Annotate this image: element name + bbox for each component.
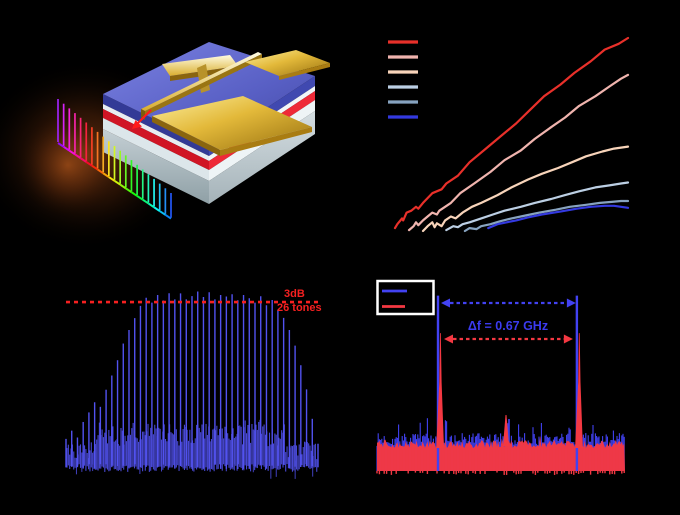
emission-arrow [132,109,152,129]
curve-blue [487,204,630,230]
layer-red-front [103,109,209,170]
gold-pad-front [152,96,312,150]
layer-blue-front [103,94,209,156]
comb-baseline-segment [68,149,76,156]
comb-baseline-segment [96,168,104,175]
comb-baseline-segment [147,202,155,209]
panel-b-li-chart [388,36,630,233]
panel-d-rf-spectrum: Δf = 0.67 GHz [376,279,625,475]
red-arrowhead-right-icon [563,334,573,344]
legend-box [376,279,435,316]
comb-baseline-segment [125,187,133,193]
rainbow-comb-lines [57,99,172,220]
gold-pad-front-edge-left [152,116,220,156]
red-peak [575,333,583,448]
annotation-delta-f: Δf = 0.67 GHz [468,319,548,333]
annotation-tone-count: 26 tones [277,302,322,314]
comb-baseline-segment [74,153,82,159]
comb-baseline-segment [85,161,93,167]
red-peak [436,333,444,448]
layer-white2-front [103,118,209,181]
comb-baseline-segment [136,195,144,201]
red-arrowhead-left-icon [444,334,453,344]
panel-d-red-trace [376,415,625,475]
comb-baseline-segment [159,210,166,216]
curve-steel-blue [463,199,630,233]
comb-baseline-segment [142,198,149,205]
panel-d-peaks [436,295,583,471]
blue-arrowhead-left-icon [441,298,450,308]
red-mid-peak [503,415,509,446]
gold-pad-back [245,50,330,76]
comb-baseline-segment [63,145,70,152]
gold-ridge-side [145,54,262,116]
gold-pad-front-edge-right [220,127,312,156]
comb-baseline-segment [102,172,110,178]
panel-a-device-illustration [0,42,330,250]
emission-arrowhead-icon [132,120,142,129]
panel-b-curves [393,36,630,233]
panel-c-comb-teeth [65,291,319,469]
chip-front-face-layers [103,94,209,204]
comb-baseline-segment [113,179,121,186]
curve-red [393,36,630,230]
layer-white1-front [103,104,209,161]
comb-baseline-segment [80,157,87,163]
comb-baseline-segment [57,142,65,148]
gold-ridge-top [141,52,262,111]
annotation-3db: 3dB [284,288,305,300]
comb-baseline-segment [91,164,99,171]
panel-d-spacing-arrows [441,298,576,344]
layer-substrate-front [103,129,209,204]
warm-glow-core [13,110,123,220]
comb-baseline-segment [153,206,161,212]
gold-pad-back-edge [279,63,330,80]
curve-light-steel-blue [445,181,630,232]
panel-d-legend [376,279,435,316]
curve-light-pink [407,73,630,232]
panel-b-legend [388,40,418,119]
blue-arrowhead-right-icon [566,298,576,308]
gold-crossbar-top [162,55,238,76]
curve-peach [421,145,630,233]
gold-contacts [141,50,330,156]
comb-baseline-segment [164,213,172,220]
panel-c-comb-spectrum: 3dB 26 tones [65,288,322,479]
comb-baseline-segment [130,191,138,197]
comb-baseline-segment [119,183,127,190]
comb-baseline-segment [108,176,116,182]
